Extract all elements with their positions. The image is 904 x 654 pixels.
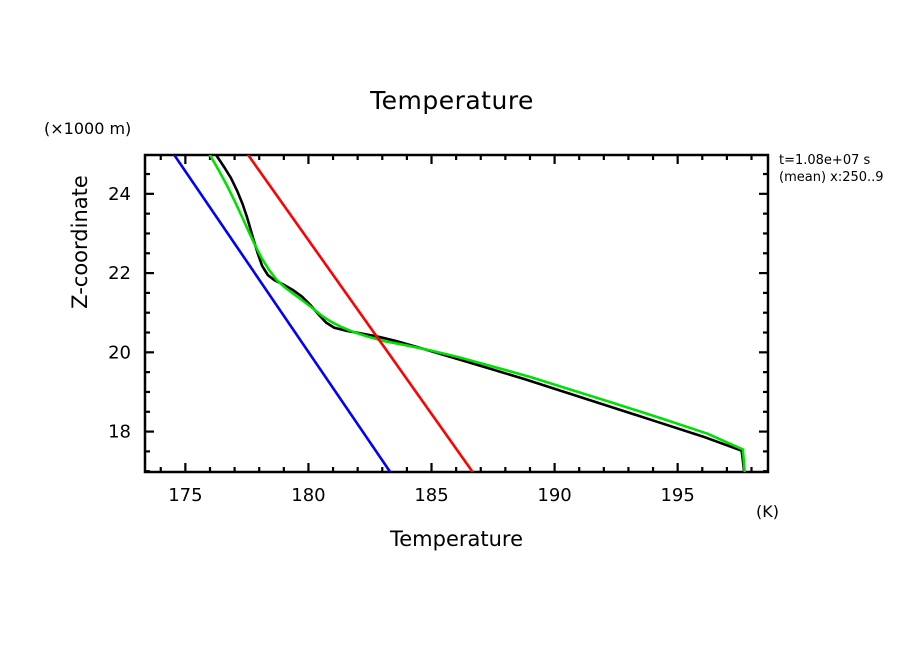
plot-frame [143,153,770,474]
annotation-time: t=1.08e+07 s [779,153,871,168]
x-tick-label: 185 [414,485,448,506]
data-series [172,155,746,472]
series-blue-profile [172,155,391,472]
x-tick-label: 195 [660,485,694,506]
page-title: Temperature [370,86,534,115]
x-tick-label: 190 [537,485,571,506]
y-tick-label: 20 [108,342,131,363]
y-tick-label: 22 [108,263,131,284]
x-axis-unit-label: (K) [756,502,779,521]
series-black-profile [214,155,746,472]
axis-tick-labels: 175 180 185 190 195 18 20 22 24 [108,184,695,506]
annotation-mean: (mean) x:250..9 [779,170,884,185]
axes-frame [143,153,770,474]
y-tick-label: 18 [108,422,131,443]
series-green-profile [208,155,746,472]
series-red-profile [246,155,474,472]
axis-ticks [145,155,768,473]
x-tick-label: 180 [291,485,325,506]
x-tick-label: 175 [168,485,202,506]
x-axis-title: Temperature [389,527,524,551]
y-tick-label: 24 [108,184,131,205]
y-axis-unit-label: (×1000 m) [44,119,132,138]
plot-annotation: t=1.08e+07 s (mean) x:250..9 [779,152,884,186]
